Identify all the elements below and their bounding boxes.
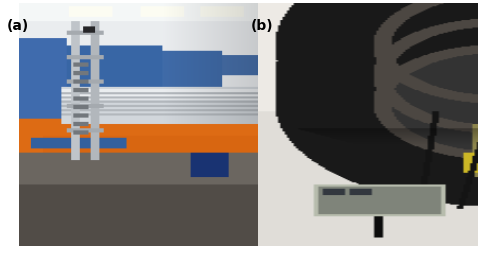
Text: (b): (b)	[251, 20, 273, 34]
Text: (a): (a)	[7, 20, 30, 34]
